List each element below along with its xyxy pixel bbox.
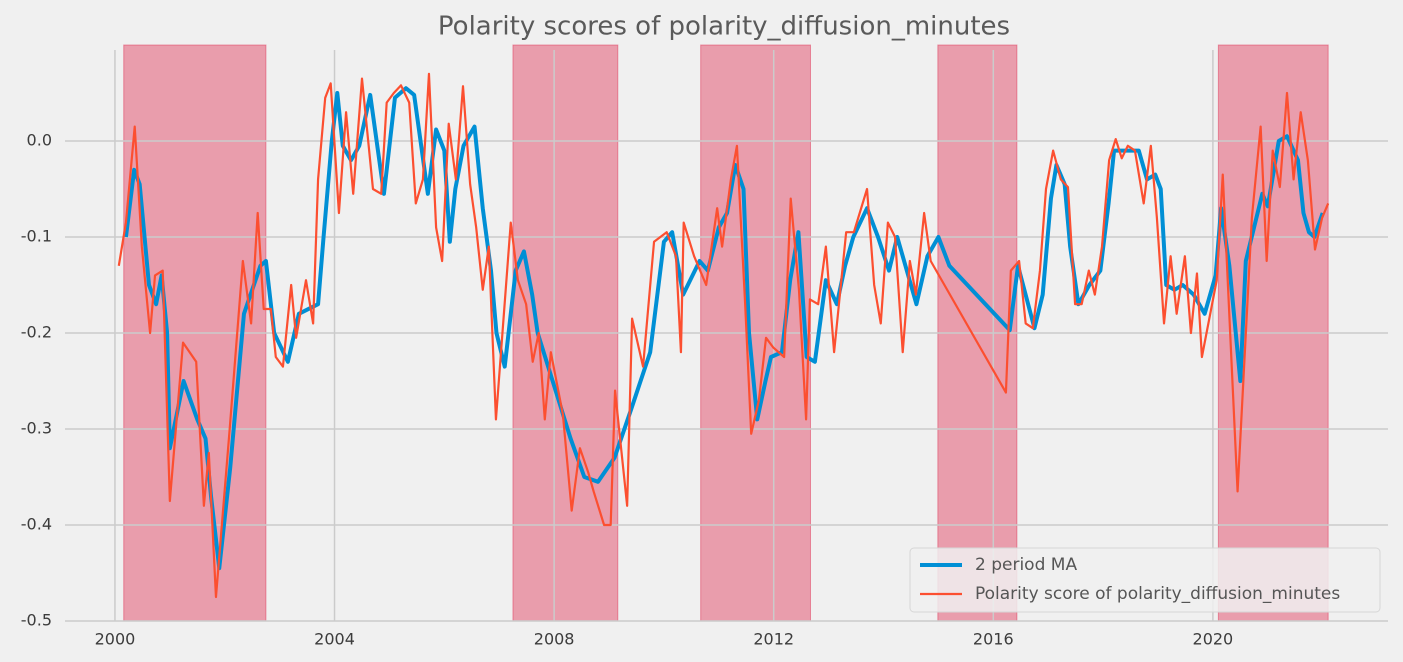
legend-label: Polarity score of polarity_diffusion_min…	[975, 584, 1340, 604]
legend-box	[909, 547, 1381, 613]
x-tick-label: 2016	[973, 630, 1014, 649]
chart-title: Polarity scores of polarity_diffusion_mi…	[438, 12, 1010, 42]
y-tick-label: -0.2	[21, 323, 52, 342]
y-tick-label: 0.0	[27, 131, 52, 150]
legend-label: 2 period MA	[975, 555, 1077, 575]
x-tick-label: 2020	[1193, 630, 1234, 649]
y-tick-label: -0.1	[21, 227, 52, 246]
x-tick-label: 2000	[95, 630, 136, 649]
y-tick-label: -0.4	[21, 515, 52, 534]
x-tick-label: 2004	[314, 630, 355, 649]
x-tick-label: 2012	[753, 630, 794, 649]
data-line	[117, 72, 1330, 599]
y-tick-label: -0.5	[21, 611, 52, 630]
y-tick-label: -0.3	[21, 419, 52, 438]
x-tick-label: 2008	[534, 630, 575, 649]
